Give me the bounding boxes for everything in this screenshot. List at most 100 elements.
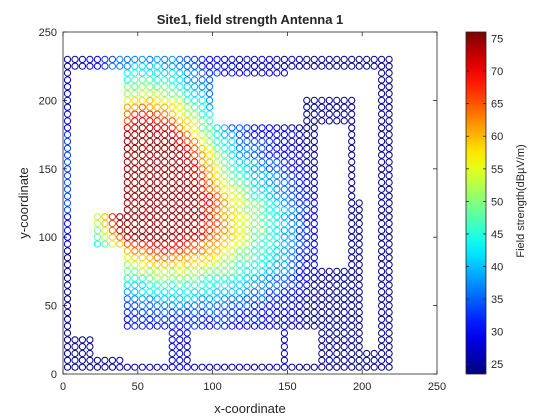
data-point — [161, 90, 169, 98]
data-point — [288, 151, 296, 159]
colorbar-tick-label: 75 — [491, 34, 503, 46]
data-point — [138, 240, 146, 248]
data-point — [235, 131, 244, 139]
data-point — [250, 213, 259, 221]
data-point — [378, 254, 386, 262]
data-point — [213, 137, 221, 145]
data-point — [378, 96, 386, 105]
data-point — [258, 254, 266, 262]
data-point — [206, 124, 214, 132]
data-point — [288, 281, 296, 289]
data-point — [206, 158, 214, 166]
data-point — [138, 172, 146, 180]
data-point — [385, 356, 393, 364]
data-point — [161, 110, 169, 118]
data-point — [161, 62, 169, 70]
data-point — [250, 62, 259, 70]
data-point — [138, 62, 146, 70]
data-point — [370, 356, 378, 364]
data-point — [265, 233, 273, 241]
data-point — [206, 178, 214, 187]
data-point — [138, 158, 146, 166]
data-point — [363, 363, 371, 371]
data-point — [295, 240, 303, 248]
data-point — [131, 131, 139, 139]
data-point — [243, 267, 251, 275]
data-point — [191, 83, 199, 91]
data-point — [206, 199, 214, 207]
data-point — [265, 199, 273, 207]
data-point — [63, 295, 72, 303]
data-point — [258, 226, 266, 234]
data-point — [213, 199, 221, 207]
data-point — [131, 363, 139, 371]
data-point — [138, 226, 146, 234]
data-point — [131, 124, 139, 132]
data-point — [258, 274, 266, 282]
data-point — [273, 233, 281, 241]
data-point — [191, 363, 199, 371]
data-point — [378, 288, 386, 296]
data-point — [250, 295, 259, 303]
data-point — [280, 302, 288, 310]
data-point — [101, 356, 109, 364]
data-point — [191, 233, 199, 241]
data-point — [198, 226, 206, 234]
data-point — [273, 219, 281, 228]
data-point — [221, 295, 229, 303]
data-point — [123, 178, 131, 187]
data-point — [310, 315, 318, 323]
data-point — [153, 226, 161, 234]
data-point — [183, 274, 191, 282]
data-point — [176, 144, 184, 152]
data-point — [243, 55, 251, 64]
data-point — [101, 226, 109, 234]
data-point — [123, 363, 131, 371]
data-point — [131, 69, 139, 77]
data-point — [146, 90, 154, 98]
data-point — [333, 343, 341, 351]
data-point — [71, 356, 79, 364]
data-point — [146, 178, 154, 187]
data-point — [280, 288, 288, 296]
colorbar-gradient — [465, 31, 487, 375]
data-point — [303, 274, 311, 282]
data-point — [183, 363, 191, 371]
data-point — [325, 281, 333, 289]
data-point — [123, 295, 131, 303]
data-point — [78, 62, 87, 70]
y-tick-label: 150 — [39, 164, 57, 176]
data-point — [183, 178, 191, 187]
data-point — [310, 247, 318, 255]
data-point — [250, 144, 259, 152]
data-point — [176, 356, 184, 364]
data-point — [310, 144, 318, 152]
data-point — [273, 185, 281, 193]
data-point — [138, 267, 146, 275]
data-point — [131, 322, 139, 330]
data-point — [280, 165, 288, 173]
data-point — [348, 137, 356, 145]
data-point — [198, 288, 206, 296]
data-point — [198, 247, 206, 255]
data-point — [250, 363, 259, 371]
data-point — [295, 226, 303, 234]
data-point — [318, 302, 326, 310]
data-point — [213, 144, 221, 152]
data-point — [265, 315, 273, 323]
data-point — [355, 213, 363, 221]
data-point — [161, 83, 169, 91]
data-point — [176, 103, 184, 111]
data-point — [228, 281, 236, 289]
data-point — [228, 233, 236, 241]
data-point — [310, 233, 318, 241]
data-point — [93, 55, 102, 64]
data-point — [161, 226, 169, 234]
data-point — [333, 336, 341, 344]
data-point — [146, 62, 154, 70]
data-point — [348, 185, 356, 193]
data-point — [198, 363, 206, 371]
data-point — [221, 144, 229, 152]
data-point — [265, 219, 273, 228]
data-point — [385, 343, 393, 351]
